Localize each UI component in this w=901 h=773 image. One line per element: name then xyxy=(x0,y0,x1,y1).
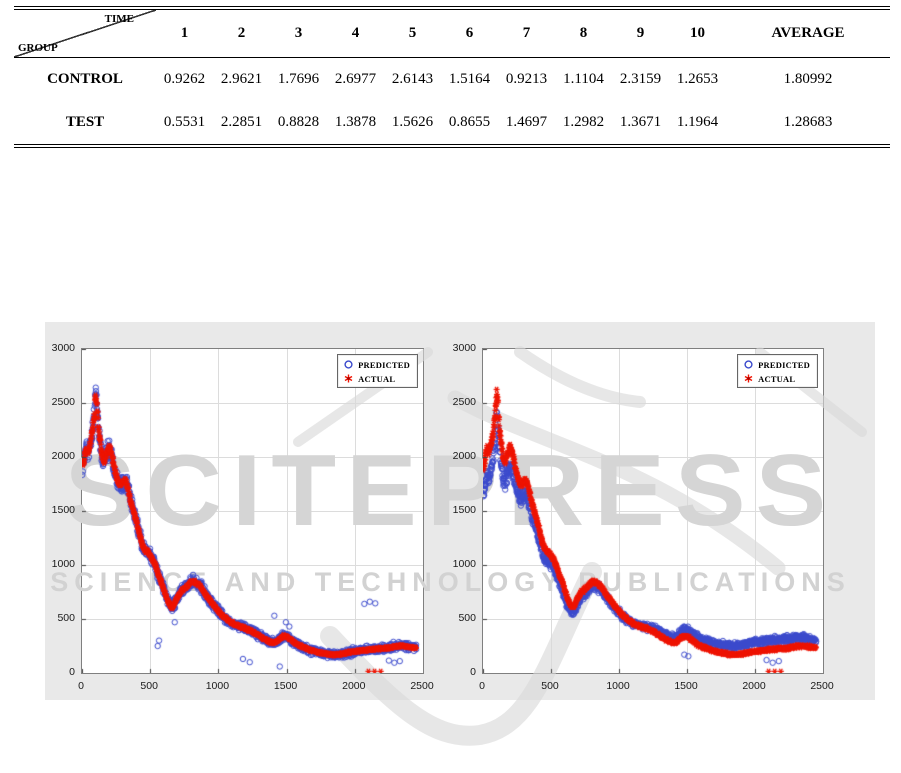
value-cell: 1.5164 xyxy=(448,71,491,88)
time-column-header: 7 xyxy=(522,25,531,41)
legend-item: PREDICTED xyxy=(743,359,810,370)
y-tick-label: 2000 xyxy=(452,450,476,462)
value-cell: 1.3671 xyxy=(619,114,662,130)
value-cell: 1.5626 xyxy=(391,114,434,130)
time-column-header: 6 xyxy=(465,25,474,41)
value-cell: 1.7696 xyxy=(277,71,320,88)
x-tick-label: 2500 xyxy=(810,680,834,692)
table-body: CONTROL 0.9262 2.9621 1.7696 2.6977 2.6143 1.5… xyxy=(14,58,890,146)
right-chart-panel: PREDICTED ACTUAL 0 500 1000 1500 2000 2500 3000 0… xyxy=(453,322,875,700)
x-tick-label: 1500 xyxy=(674,680,698,692)
average-cell: 1.28683 xyxy=(783,114,833,130)
predicted-circle-icon xyxy=(744,360,753,369)
value-cell: 0.9213 xyxy=(505,71,548,88)
x-tick-label: 0 xyxy=(78,680,84,692)
time-column-header: 8 xyxy=(579,25,588,41)
time-column-header: 4 xyxy=(351,25,360,41)
legend-item: ACTUAL xyxy=(343,373,410,384)
legend-label: ACTUAL xyxy=(758,373,796,384)
table-header-row: TIME GROUP 1 2 3 4 5 6 7 8 9 10 AVERAGE xyxy=(14,8,890,58)
y-tick-label: 3000 xyxy=(452,342,476,354)
actual-asterisk-icon xyxy=(344,374,353,383)
value-cell: 0.8655 xyxy=(448,114,491,130)
value-cell: 0.9262 xyxy=(163,71,206,88)
average-column-header: AVERAGE xyxy=(771,25,845,41)
table-corner-cell: TIME GROUP xyxy=(14,8,156,58)
legend-label: PREDICTED xyxy=(758,359,810,370)
legend-item: ACTUAL xyxy=(743,373,810,384)
y-tick-label: 2000 xyxy=(51,450,75,462)
x-tick-label: 1500 xyxy=(273,680,298,692)
x-tick-label: 2000 xyxy=(342,680,366,692)
legend-label: PREDICTED xyxy=(358,359,410,370)
actual-asterisk-icon xyxy=(744,374,753,383)
x-tick-label: 500 xyxy=(541,680,559,692)
value-cell: 2.3159 xyxy=(619,71,662,88)
left-chart-panel: PREDICTED ACTUAL 0 500 1000 1500 2000 2500 3000 0… xyxy=(45,322,460,700)
y-tick-label: 500 xyxy=(57,612,75,624)
y-tick-label: 3000 xyxy=(51,342,75,354)
time-column-header: 3 xyxy=(294,25,303,41)
value-cell: 2.2851 xyxy=(220,114,263,130)
x-tick-label: 2000 xyxy=(742,680,766,692)
y-tick-label: 1500 xyxy=(51,504,75,516)
x-tick-label: 0 xyxy=(479,680,485,692)
value-cell: 2.6143 xyxy=(391,71,434,88)
x-tick-label: 1000 xyxy=(606,680,630,692)
value-cell: 0.8828 xyxy=(277,114,320,130)
y-tick-label: 2500 xyxy=(51,396,75,408)
y-tick-label: 1000 xyxy=(452,558,476,570)
time-column-header: 1 xyxy=(180,25,189,41)
predicted-circle-icon xyxy=(344,360,353,369)
row-label: CONTROL xyxy=(47,71,123,88)
value-cell: 1.1964 xyxy=(676,114,719,130)
chart-legend: PREDICTED ACTUAL xyxy=(737,354,818,388)
value-cell: 1.2653 xyxy=(676,71,719,88)
time-column-header: 9 xyxy=(636,25,645,41)
table-row: CONTROL 0.9262 2.9621 1.7696 2.6977 2.6143 1.5… xyxy=(14,58,890,102)
value-cell: 2.9621 xyxy=(220,71,263,88)
average-cell: 1.80992 xyxy=(783,71,833,88)
value-cell: 2.6977 xyxy=(334,71,377,88)
value-cell: 1.2982 xyxy=(562,114,605,130)
results-table: TIME GROUP 1 2 3 4 5 6 7 8 9 10 AVERAGE CONTROL 0.9… xyxy=(14,6,890,148)
value-cell: 1.3878 xyxy=(334,114,377,130)
legend-item: PREDICTED xyxy=(343,359,410,370)
x-tick-label: 1000 xyxy=(205,680,230,692)
value-cell: 1.4697 xyxy=(505,114,548,130)
value-cell: 0.5531 xyxy=(163,114,206,130)
y-tick-label: 0 xyxy=(69,666,75,678)
x-tick-label: 500 xyxy=(140,680,158,692)
figure-area: PREDICTED ACTUAL 0 500 1000 1500 2000 2500 3000 0… xyxy=(45,322,875,700)
legend-label: ACTUAL xyxy=(358,373,396,384)
table-row: TEST 0.5531 2.2851 0.8828 1.3878 1.5626 0.8655… xyxy=(14,102,890,146)
plot-area: PREDICTED ACTUAL xyxy=(482,348,824,674)
y-tick-label: 0 xyxy=(470,666,476,678)
row-label: TEST xyxy=(65,114,105,130)
time-column-header: 2 xyxy=(237,25,246,41)
chart-legend: PREDICTED ACTUAL xyxy=(337,354,418,388)
corner-label-group: GROUP xyxy=(18,42,58,54)
y-tick-label: 2500 xyxy=(452,396,476,408)
x-tick-label: 2500 xyxy=(410,680,434,692)
y-tick-label: 1500 xyxy=(452,504,476,516)
right-chart-canvas xyxy=(483,349,823,673)
y-tick-label: 1000 xyxy=(51,558,75,570)
time-column-header: 10 xyxy=(690,25,705,41)
left-chart-canvas xyxy=(82,349,423,673)
time-column-header: 5 xyxy=(408,25,417,41)
corner-label-time: TIME xyxy=(104,13,134,25)
y-tick-label: 500 xyxy=(458,612,476,624)
plot-area: PREDICTED ACTUAL xyxy=(81,348,424,674)
value-cell: 1.1104 xyxy=(563,71,604,88)
